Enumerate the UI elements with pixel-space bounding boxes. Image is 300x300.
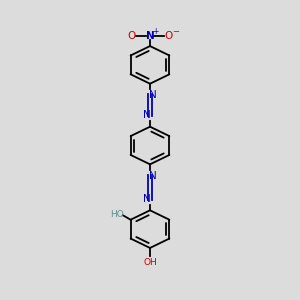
Text: N: N (143, 110, 151, 120)
Text: N: N (149, 171, 157, 181)
Text: −: − (172, 27, 179, 36)
Text: O: O (128, 31, 136, 41)
Text: N: N (146, 31, 154, 41)
Text: +: + (152, 27, 159, 36)
Text: N: N (143, 194, 151, 204)
Text: HO: HO (110, 210, 124, 219)
Text: O: O (164, 31, 172, 41)
Text: N: N (149, 90, 157, 100)
Text: OH: OH (143, 258, 157, 267)
